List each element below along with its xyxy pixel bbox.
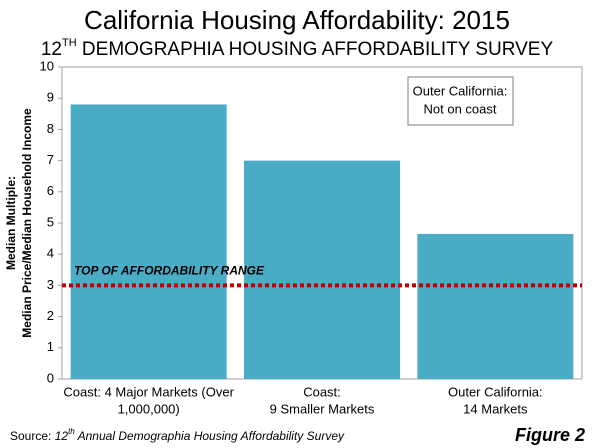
chart-subtitle: 12TH DEMOGRAPHIA HOUSING AFFORDABILITY S…	[41, 37, 554, 60]
y-tick-label: 3	[47, 277, 54, 292]
reference-label: TOP OF AFFORDABILITY RANGE	[74, 264, 265, 278]
subtitle-suffix: TH	[62, 37, 77, 49]
source: Source: 12th Annual Demographia Housing …	[10, 427, 345, 443]
y-tick-label: 5	[47, 214, 54, 229]
y-axis-label: Median Multiple: Median Price/Median Hou…	[4, 108, 34, 338]
y-tick-label: 6	[47, 183, 54, 198]
bar	[417, 233, 574, 379]
annotation-text: Not on coast	[424, 101, 497, 116]
source-suffix: th	[68, 427, 75, 436]
chart-title: California Housing Affordability: 2015	[84, 5, 510, 35]
annotation-text: Outer California:	[413, 83, 508, 98]
bar	[70, 104, 227, 379]
y-tick-label: 8	[47, 121, 54, 136]
y-tick-label: 1	[47, 339, 54, 354]
x-tick-label: Coast: 4 Major Markets (Over	[63, 384, 234, 399]
subtitle-text: DEMOGRAPHIA HOUSING AFFORDABILITY SURVEY	[77, 39, 554, 60]
annotation-box	[407, 76, 514, 126]
y-tick-label: 9	[47, 90, 54, 105]
y-axis-label-line: Median Multiple:	[4, 176, 18, 270]
x-tick-label: Outer California:	[448, 384, 543, 399]
figure-label: Figure 2	[515, 425, 585, 445]
source-number: 12	[55, 429, 69, 443]
x-tick-label: 9 Smaller Markets	[270, 401, 375, 416]
bar	[244, 160, 400, 379]
y-tick-label: 10	[40, 58, 54, 73]
x-tick-label: 1,000,000)	[118, 401, 180, 416]
source-text: Annual Demographia Housing Affordability…	[75, 429, 345, 443]
y-tick-label: 4	[47, 246, 54, 261]
y-tick-label: 2	[47, 308, 54, 323]
source-prefix: Source:	[10, 429, 55, 443]
y-axis-label-line: Median Price/Median Household Income	[20, 108, 34, 338]
x-tick-label: Coast:	[303, 384, 341, 399]
y-tick-label: 0	[47, 370, 54, 385]
y-tick-label: 7	[47, 152, 54, 167]
x-tick-label: 14 Markets	[463, 401, 528, 416]
subtitle-number: 12	[41, 39, 62, 60]
